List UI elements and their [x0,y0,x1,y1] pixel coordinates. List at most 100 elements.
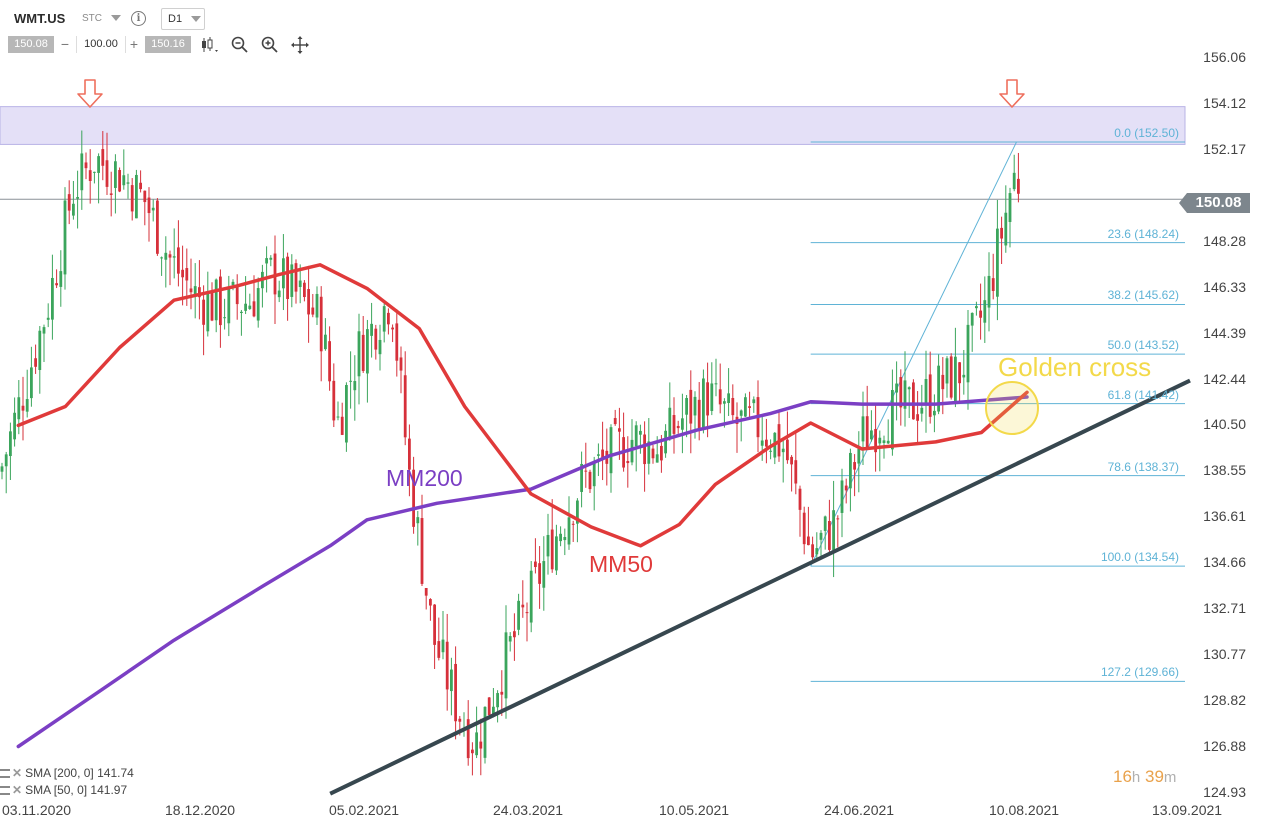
price-tick-label: 142.44 [1203,370,1246,387]
candle-body [1000,227,1003,239]
candle-body [983,300,987,323]
candle-body [143,190,147,203]
candle-body [382,306,386,332]
candle-body [319,296,323,352]
crosshair-move-icon[interactable] [290,35,310,55]
candle-body [500,691,504,695]
candle-body [0,466,4,472]
price-tick-label: 136.61 [1203,508,1246,525]
candle-body [870,430,873,440]
remove-indicator-icon[interactable]: ✕ [12,766,23,780]
ask-price-button[interactable]: 150.16 [145,36,191,53]
candle-body [790,456,793,465]
quantity-input[interactable]: 100.00 [76,36,126,53]
golden-cross-annotation: Golden cross [998,352,1152,382]
indicator-icon [0,786,10,796]
candle-body [798,488,802,510]
arrow-down-icon [77,79,103,108]
candle-body [752,399,756,404]
candle-body [592,462,596,487]
candle-body [647,441,651,464]
candle-body [42,327,46,334]
candle-body [210,291,214,321]
candle-body [496,693,499,708]
chevron-down-icon[interactable] [111,15,121,21]
candle-body [139,182,142,190]
candle-body [618,428,621,432]
fib-level-label: 78.6 (138.37) [1107,459,1179,474]
candle-body [80,153,84,191]
candle-body [403,375,407,438]
candlestick-type-icon[interactable] [200,35,220,55]
candle-body [534,561,537,568]
candle-body [298,280,302,288]
candle-body [529,570,533,623]
candle-body [857,448,861,464]
candle-body [828,521,831,550]
symbol-name[interactable]: WMT.US [14,11,66,26]
timeframe-select[interactable]: D1 [161,8,205,30]
candle-body [979,310,982,318]
candle-body [613,418,617,425]
candle-body [198,287,201,298]
quantity-increase-button[interactable]: + [129,36,139,52]
candle-body [240,311,243,314]
zoom-out-icon[interactable] [230,35,250,55]
countdown-hours: 16 [1113,767,1132,786]
sma50-line [16,263,1029,548]
candle-body [55,283,58,286]
candle-body [311,307,315,315]
info-icon[interactable]: i [131,11,146,26]
indicator-icon [0,769,10,779]
candle-body [819,532,823,540]
resistance-zone [0,106,1186,145]
candle-body [408,438,411,470]
candle-body [361,334,365,372]
timeframe-value: D1 [168,13,183,25]
mm200-annotation: MM200 [386,465,463,491]
candle-body [324,334,327,350]
date-tick-label: 18.12.2020 [165,802,236,818]
candle-body [151,207,155,211]
quantity-decrease-button[interactable]: − [60,36,70,52]
candle-body [731,397,735,416]
candle-body [861,416,865,442]
candle-body [4,454,8,467]
candle-body [924,378,928,404]
candle-body [840,480,844,513]
candle-body [689,389,693,424]
support-trendline [329,378,1191,796]
candle-body [168,254,172,258]
candle-body [907,387,911,390]
candle-body [891,390,894,450]
candle-body [937,365,940,412]
candle-body [723,401,726,404]
candle-body [328,341,331,382]
price-tick-label: 144.39 [1203,324,1246,341]
zoom-in-icon[interactable] [260,35,280,55]
candle-body [853,462,856,470]
candle-body [412,469,415,527]
candle-body [933,410,936,416]
remove-indicator-icon[interactable]: ✕ [12,783,23,797]
candle-body [681,418,684,430]
candle-body [353,381,357,391]
candle-body [609,427,613,474]
bid-price-button[interactable]: 150.08 [8,36,54,53]
candle-body [345,385,348,443]
candle-body [294,263,298,292]
candle-body [130,185,134,212]
candle-body [584,470,588,472]
candle-body [101,149,105,166]
candle-body [340,416,344,435]
sma50-legend[interactable]: ✕ SMA [50, 0] 141.97 [0,783,127,797]
candle-body [214,279,218,321]
candle-body [958,362,961,384]
candle-body [416,517,420,524]
sma200-legend[interactable]: ✕ SMA [200, 0] 141.74 [0,766,134,780]
candle-body [865,416,869,448]
candle-body [164,252,168,260]
candle-body [181,269,184,278]
candle-body [1017,178,1020,194]
